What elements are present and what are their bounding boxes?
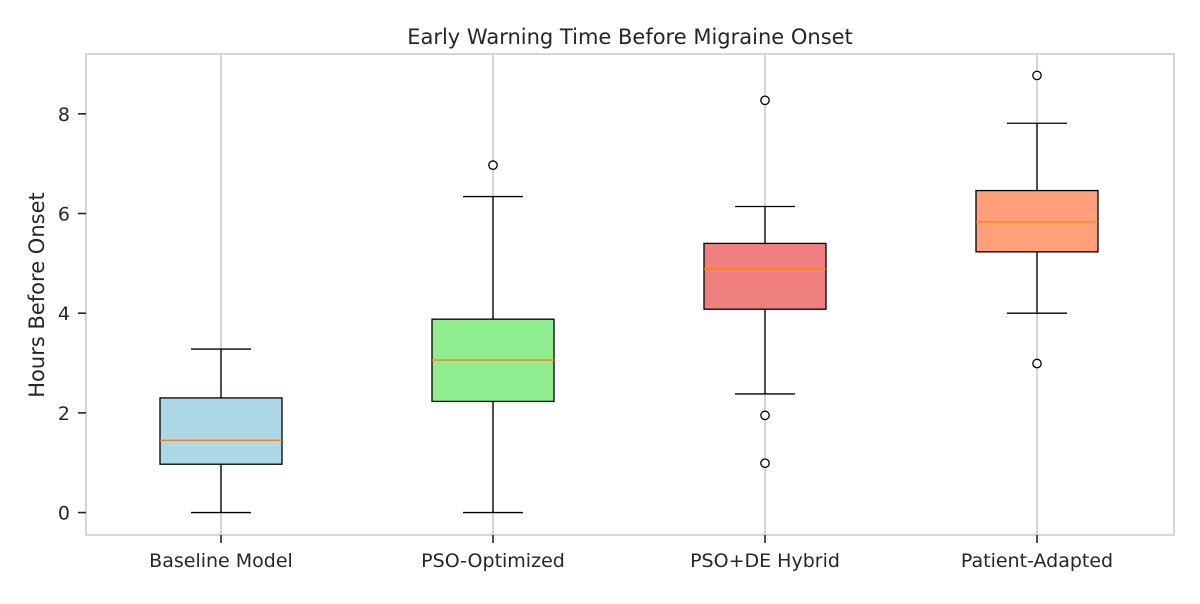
- x-tick-label: PSO-Optimized: [421, 550, 565, 572]
- plot-frame: [85, 53, 1175, 536]
- box-group: [431, 160, 555, 514]
- x-tick-label: Patient-Adapted: [961, 550, 1113, 572]
- y-tick-label: 2: [58, 403, 70, 425]
- y-tick-label: 4: [58, 303, 70, 325]
- chart-title: Early Warning Time Before Migraine Onset: [407, 25, 853, 49]
- y-tick-label: 8: [58, 104, 70, 126]
- y-tick-label: 0: [58, 503, 70, 525]
- box: [703, 242, 827, 310]
- box-group: [703, 95, 827, 469]
- outlier-point: [760, 95, 770, 106]
- boxes-layer: [159, 70, 1099, 514]
- box-group: [159, 348, 283, 514]
- box: [975, 189, 1099, 253]
- outlier-point: [1032, 70, 1042, 81]
- outlier-point: [760, 458, 770, 469]
- y-axis-label: Hours Before Onset: [25, 192, 49, 397]
- x-tick-label: Baseline Model: [149, 550, 293, 572]
- box: [159, 397, 283, 465]
- axis-layer: 0 2 4 6 8 Baseline Model PSO-Optimized PSO+DE H…: [58, 104, 1113, 572]
- box-group: [975, 70, 1099, 369]
- grid-layer: [220, 54, 1038, 535]
- outlier-point: [760, 410, 770, 421]
- y-tick-label: 6: [58, 204, 70, 226]
- outlier-point: [1032, 358, 1042, 369]
- outlier-point: [488, 160, 498, 171]
- x-tick-label: PSO+DE Hybrid: [690, 550, 840, 572]
